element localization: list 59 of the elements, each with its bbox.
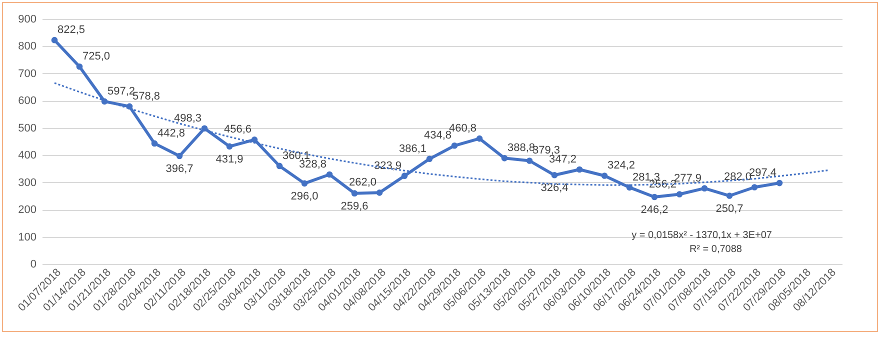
point [326,171,333,178]
data-label: 246,2 [640,204,668,216]
point [476,135,483,142]
point [501,155,508,162]
point [426,156,433,162]
point [76,63,83,70]
data-label: 262,0 [348,176,376,189]
y-tick-label: 600 [18,95,36,108]
point [651,194,658,200]
y-tick-label: 400 [18,150,36,162]
data-label: 434,8 [424,130,452,142]
annotation: R² = 0,7088 [689,244,742,255]
point [701,185,708,192]
point [226,143,233,150]
y-tick-label: 0 [30,258,36,270]
point [601,172,608,179]
data-label: 396,7 [166,163,194,176]
data-label: 431,9 [216,153,244,166]
point [776,180,783,186]
data-label: 597,2 [108,85,136,98]
y-tick-label: 100 [18,231,36,244]
data-label: 498,3 [174,112,202,124]
data-label: 296,0 [290,190,318,202]
data-label: 578,8 [132,90,160,102]
point [526,158,533,164]
data-label: 277,9 [674,172,702,184]
point [351,190,358,196]
point [726,192,733,199]
data-label: 323,9 [374,160,402,172]
y-tick-label: 700 [18,68,36,80]
annotation: y = 0,0158x² - 1370,1x + 3E+07 [632,230,772,241]
data-label: 324,2 [608,160,636,172]
point [151,140,158,147]
point [401,172,408,179]
data-label: 442,8 [158,127,186,140]
data-label: 725,0 [82,50,110,63]
point [551,172,558,178]
point [676,191,683,198]
point [751,184,758,190]
data-label: 250,7 [716,202,744,215]
point [276,162,283,170]
data-label: 328,8 [298,158,326,170]
point [576,166,583,173]
point [451,142,458,149]
data-label: 386,1 [398,142,426,155]
y-tick-label: 300 [18,176,36,189]
y-tick-label: 900 [18,14,36,26]
y-tick-label: 800 [18,40,36,53]
y-tick-label: 500 [18,122,36,134]
data-label: 822,5 [58,24,86,36]
point [301,180,308,187]
data-label: 259,6 [340,200,368,212]
y-tick-label: 200 [18,204,36,216]
data-label: 347,2 [548,153,576,166]
point [376,190,383,196]
point [176,152,183,160]
point [251,136,258,143]
point [51,36,58,44]
data-label: 456,6 [224,124,252,136]
